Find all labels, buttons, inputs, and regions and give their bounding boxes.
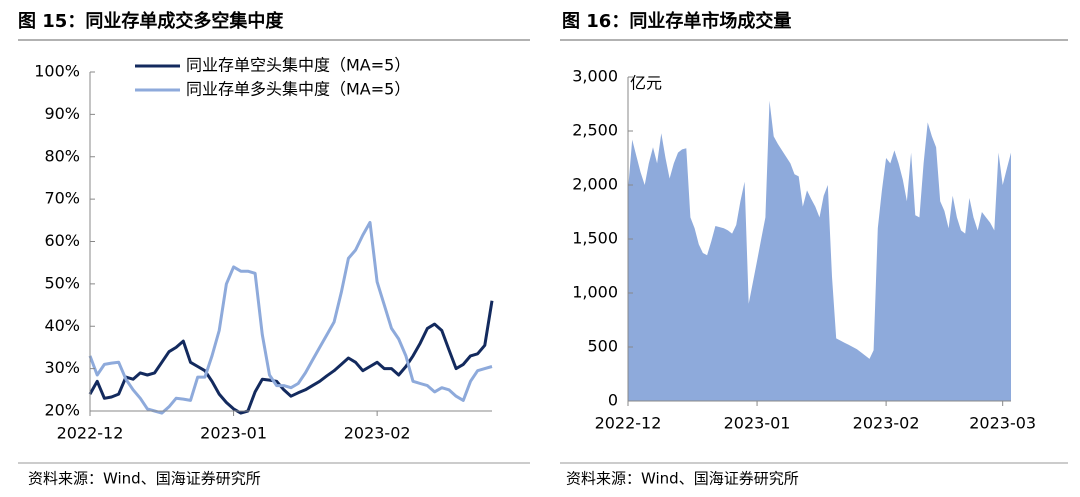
x-tick-label: 2023-01 — [724, 414, 791, 433]
y-tick-label: 500 — [587, 337, 618, 356]
y-tick-label: 2,500 — [572, 121, 618, 140]
y-tick-label: 0 — [608, 391, 618, 410]
y-tick-label: 60% — [44, 231, 80, 250]
y-tick-label: 90% — [44, 104, 80, 123]
y-tick-label: 20% — [44, 401, 80, 420]
y-tick-label: 2,000 — [572, 175, 618, 194]
x-tick-label: 2023-02 — [344, 424, 411, 443]
y-axis-label: 亿元 — [630, 74, 662, 93]
x-tick-label: 2023-03 — [969, 414, 1036, 433]
y-tick-label: 3,000 — [572, 67, 618, 86]
chart-title: 图 15：同业存单成交多空集中度 — [18, 10, 284, 32]
data-line — [88, 220, 493, 415]
chart-title: 图 16：同业存单市场成交量 — [562, 10, 791, 32]
x-tick-label: 2023-02 — [853, 414, 920, 433]
y-tick-label: 1,000 — [572, 283, 618, 302]
legend-label: 同业存单多头集中度（MA=5） — [186, 80, 410, 99]
y-tick-label: 80% — [44, 146, 80, 165]
legend-label: 同业存单空头集中度（MA=5） — [186, 56, 410, 75]
y-tick-label: 40% — [44, 316, 80, 335]
y-tick-label: 70% — [44, 189, 80, 208]
y-tick-label: 50% — [44, 273, 80, 292]
x-tick-label: 2022-12 — [595, 414, 662, 433]
y-tick-label: 100% — [34, 62, 80, 81]
source: 资料来源：Wind、国海证券研究所 — [566, 470, 799, 488]
x-tick-label: 2022-12 — [57, 424, 124, 443]
y-tick-label: 30% — [44, 358, 80, 377]
y-tick-label: 1,500 — [572, 229, 618, 248]
data-line — [88, 300, 494, 415]
data-area — [628, 100, 1011, 402]
source: 资料来源：Wind、国海证券研究所 — [28, 470, 261, 488]
x-tick-label: 2023-01 — [200, 424, 267, 443]
